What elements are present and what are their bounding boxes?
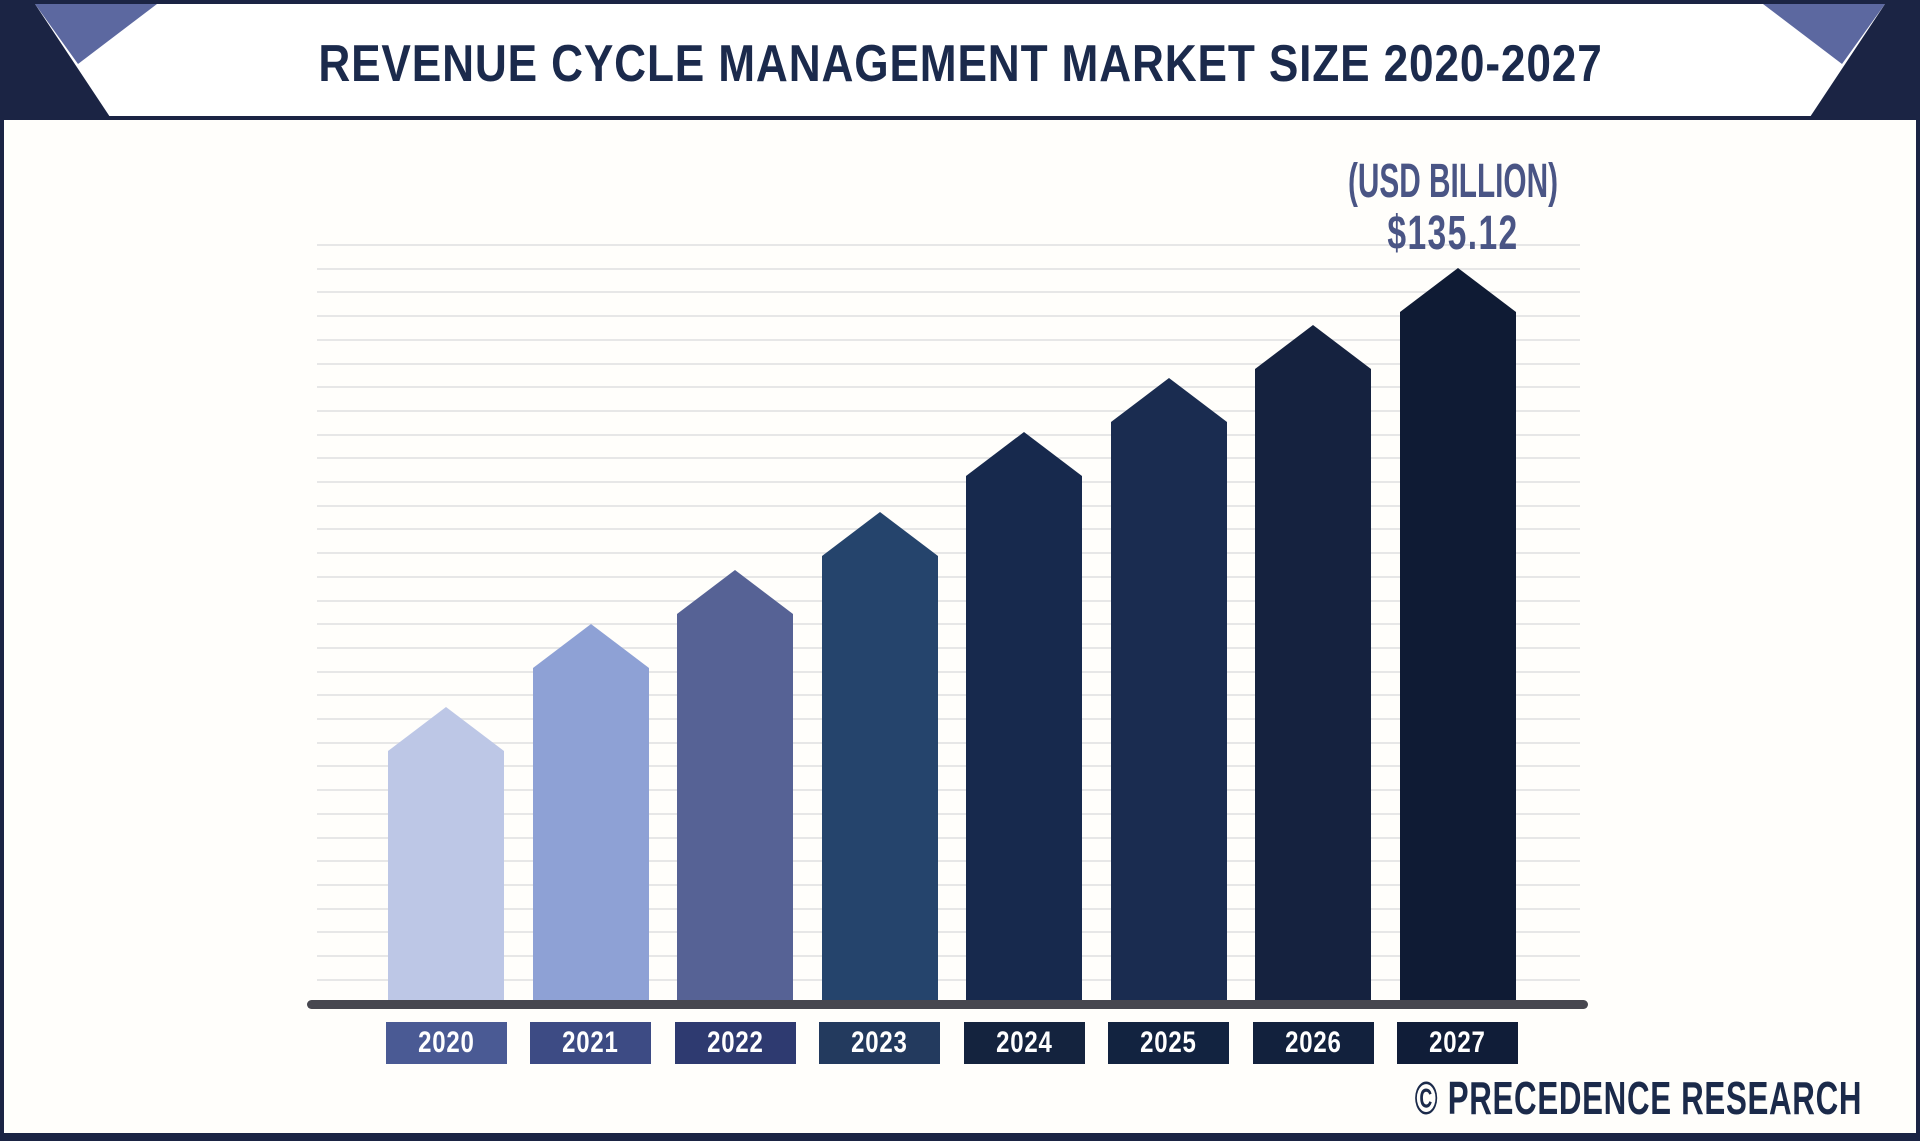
bar-2022 — [677, 570, 793, 1000]
gridline — [317, 600, 1580, 602]
gridline — [317, 552, 1580, 554]
bar-2021 — [533, 624, 649, 1000]
value-annotation: (USD BILLION) $135.12 — [1284, 158, 1623, 258]
corner-triangle-dark-left — [0, 4, 112, 120]
gridline — [317, 860, 1580, 862]
year-label-2021: 2021 — [530, 1022, 651, 1064]
gridline — [317, 576, 1580, 578]
gridline — [317, 505, 1580, 507]
header-band: REVENUE CYCLE MANAGEMENT MARKET SIZE 202… — [0, 0, 1920, 120]
gridline — [317, 244, 1580, 246]
year-label-2023: 2023 — [819, 1022, 940, 1064]
year-label-text: 2021 — [562, 1026, 619, 1059]
gridline — [317, 481, 1580, 483]
gridline — [317, 363, 1580, 365]
year-label-text: 2022 — [707, 1026, 764, 1059]
year-label-2025: 2025 — [1108, 1022, 1229, 1064]
left-border — [0, 120, 4, 1141]
gridline — [317, 979, 1580, 981]
bar-2025 — [1111, 378, 1227, 1000]
bar-2024 — [966, 432, 1082, 1000]
chart-title: REVENUE CYCLE MANAGEMENT MARKET SIZE 202… — [317, 35, 1603, 93]
gridline — [317, 339, 1580, 341]
year-label-text: 2027 — [1429, 1026, 1486, 1059]
gridline — [317, 268, 1580, 270]
year-label-2020: 2020 — [386, 1022, 507, 1064]
year-label-text: 2020 — [418, 1026, 475, 1059]
right-border — [1916, 120, 1920, 1141]
gridline — [317, 765, 1580, 767]
gridline — [317, 718, 1580, 720]
brand-attribution: © PRECEDENCE RESEARCH — [1414, 1072, 1862, 1124]
bar-2027 — [1400, 268, 1516, 1000]
plot-area — [317, 244, 1580, 1000]
gridline — [317, 315, 1580, 317]
gridline — [317, 528, 1580, 530]
bar-2020 — [388, 707, 504, 1000]
gridline — [317, 410, 1580, 412]
value-label-2027: $135.12 — [1387, 207, 1519, 260]
gridline — [317, 386, 1580, 388]
unit-label: (USD BILLION) — [1348, 155, 1558, 208]
gridline — [317, 789, 1580, 791]
year-label-text: 2024 — [996, 1026, 1053, 1059]
corner-triangle-light-right — [1763, 4, 1885, 64]
gridline — [317, 434, 1580, 436]
year-label-text: 2026 — [1285, 1026, 1342, 1059]
year-label-2024: 2024 — [964, 1022, 1085, 1064]
gridline — [317, 742, 1580, 744]
bar-2026 — [1255, 325, 1371, 1000]
bottom-border — [0, 1133, 1920, 1141]
header-bottom-border — [0, 116, 1920, 120]
gridline — [317, 955, 1580, 957]
gridline — [317, 931, 1580, 933]
title-container: REVENUE CYCLE MANAGEMENT MARKET SIZE 202… — [0, 0, 1920, 120]
gridline — [317, 457, 1580, 459]
top-border-bar — [0, 0, 1920, 4]
year-label-text: 2025 — [1140, 1026, 1197, 1059]
gridline — [317, 884, 1580, 886]
year-label-2022: 2022 — [675, 1022, 796, 1064]
gridline — [317, 671, 1580, 673]
year-label-2027: 2027 — [1397, 1022, 1518, 1064]
gridline — [317, 694, 1580, 696]
corner-triangle-dark-right — [1808, 4, 1920, 120]
gridline — [317, 813, 1580, 815]
bar-2023 — [822, 512, 938, 1000]
x-axis-line — [307, 1000, 1588, 1009]
gridline — [317, 647, 1580, 649]
corner-triangle-light-left — [35, 4, 157, 64]
gridline — [317, 291, 1580, 293]
gridline — [317, 908, 1580, 910]
header-decorations — [0, 0, 1920, 120]
year-label-2026: 2026 — [1253, 1022, 1374, 1064]
gridline — [317, 837, 1580, 839]
year-label-text: 2023 — [851, 1026, 908, 1059]
gridline — [317, 623, 1580, 625]
